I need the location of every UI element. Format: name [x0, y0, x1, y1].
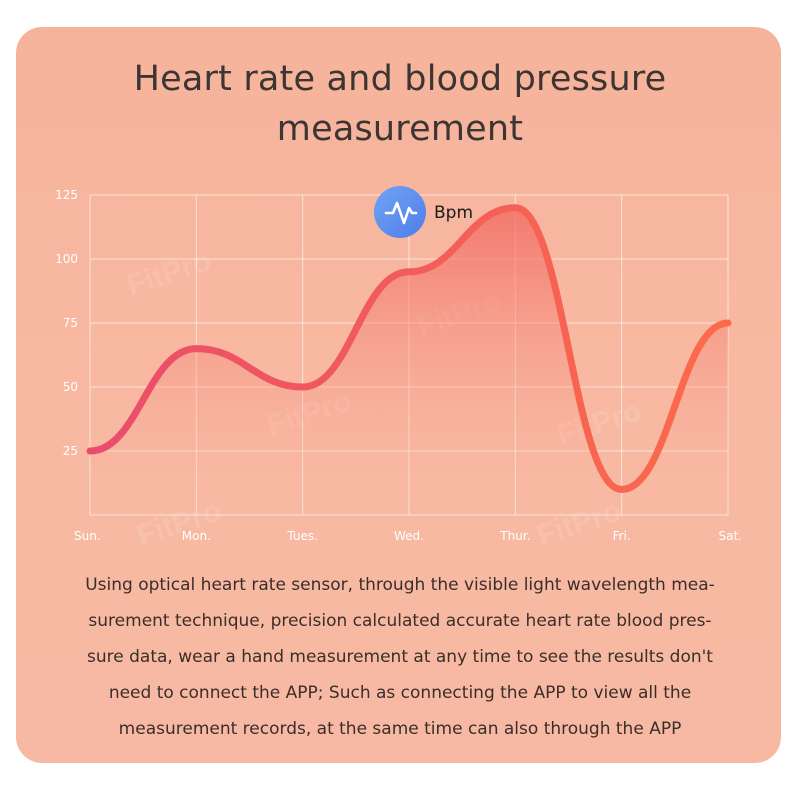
x-tick-label: Tues. [286, 529, 318, 543]
x-tick-label: Mon. [182, 529, 211, 543]
x-tick-label: Sun. [74, 529, 101, 543]
description-line: surement technique, precision calculated… [88, 611, 712, 631]
series-line-bpm [86, 204, 732, 493]
y-axis: 125 100 75 50 25 [55, 188, 78, 458]
legend-label: Bpm [434, 203, 473, 223]
pulse-wave-icon [384, 201, 418, 225]
x-axis: Sun. Mon. Tues. Wed. Thur. Fri. Sat. [74, 529, 742, 543]
x-tick-label: Thur. [499, 529, 530, 543]
description-line: measurement records, at the same time ca… [118, 719, 682, 739]
area-fill [90, 207, 728, 516]
y-tick-label: 75 [63, 316, 78, 330]
description-line: sure data, wear a hand measurement at an… [87, 647, 713, 667]
description-line: need to connect the APP; Such as connect… [108, 683, 692, 703]
x-tick-label: Sat. [719, 529, 743, 543]
y-tick-label: 100 [55, 252, 78, 266]
x-tick-label: Wed. [394, 529, 424, 543]
title-line: Heart rate and blood pressure [133, 59, 667, 99]
y-tick-label: 50 [63, 380, 78, 394]
description-line: Using optical heart rate sensor, through… [85, 575, 715, 595]
x-tick-label: Fri. [613, 529, 631, 543]
y-tick-label: 25 [63, 444, 78, 458]
description: Using optical heart rate sensor, through… [40, 567, 760, 747]
y-tick-label: 125 [55, 188, 78, 202]
legend: Bpm [374, 186, 473, 238]
title-line: measurement [276, 109, 524, 149]
page-title: Heart rate and blood pressure measuremen… [0, 54, 800, 154]
